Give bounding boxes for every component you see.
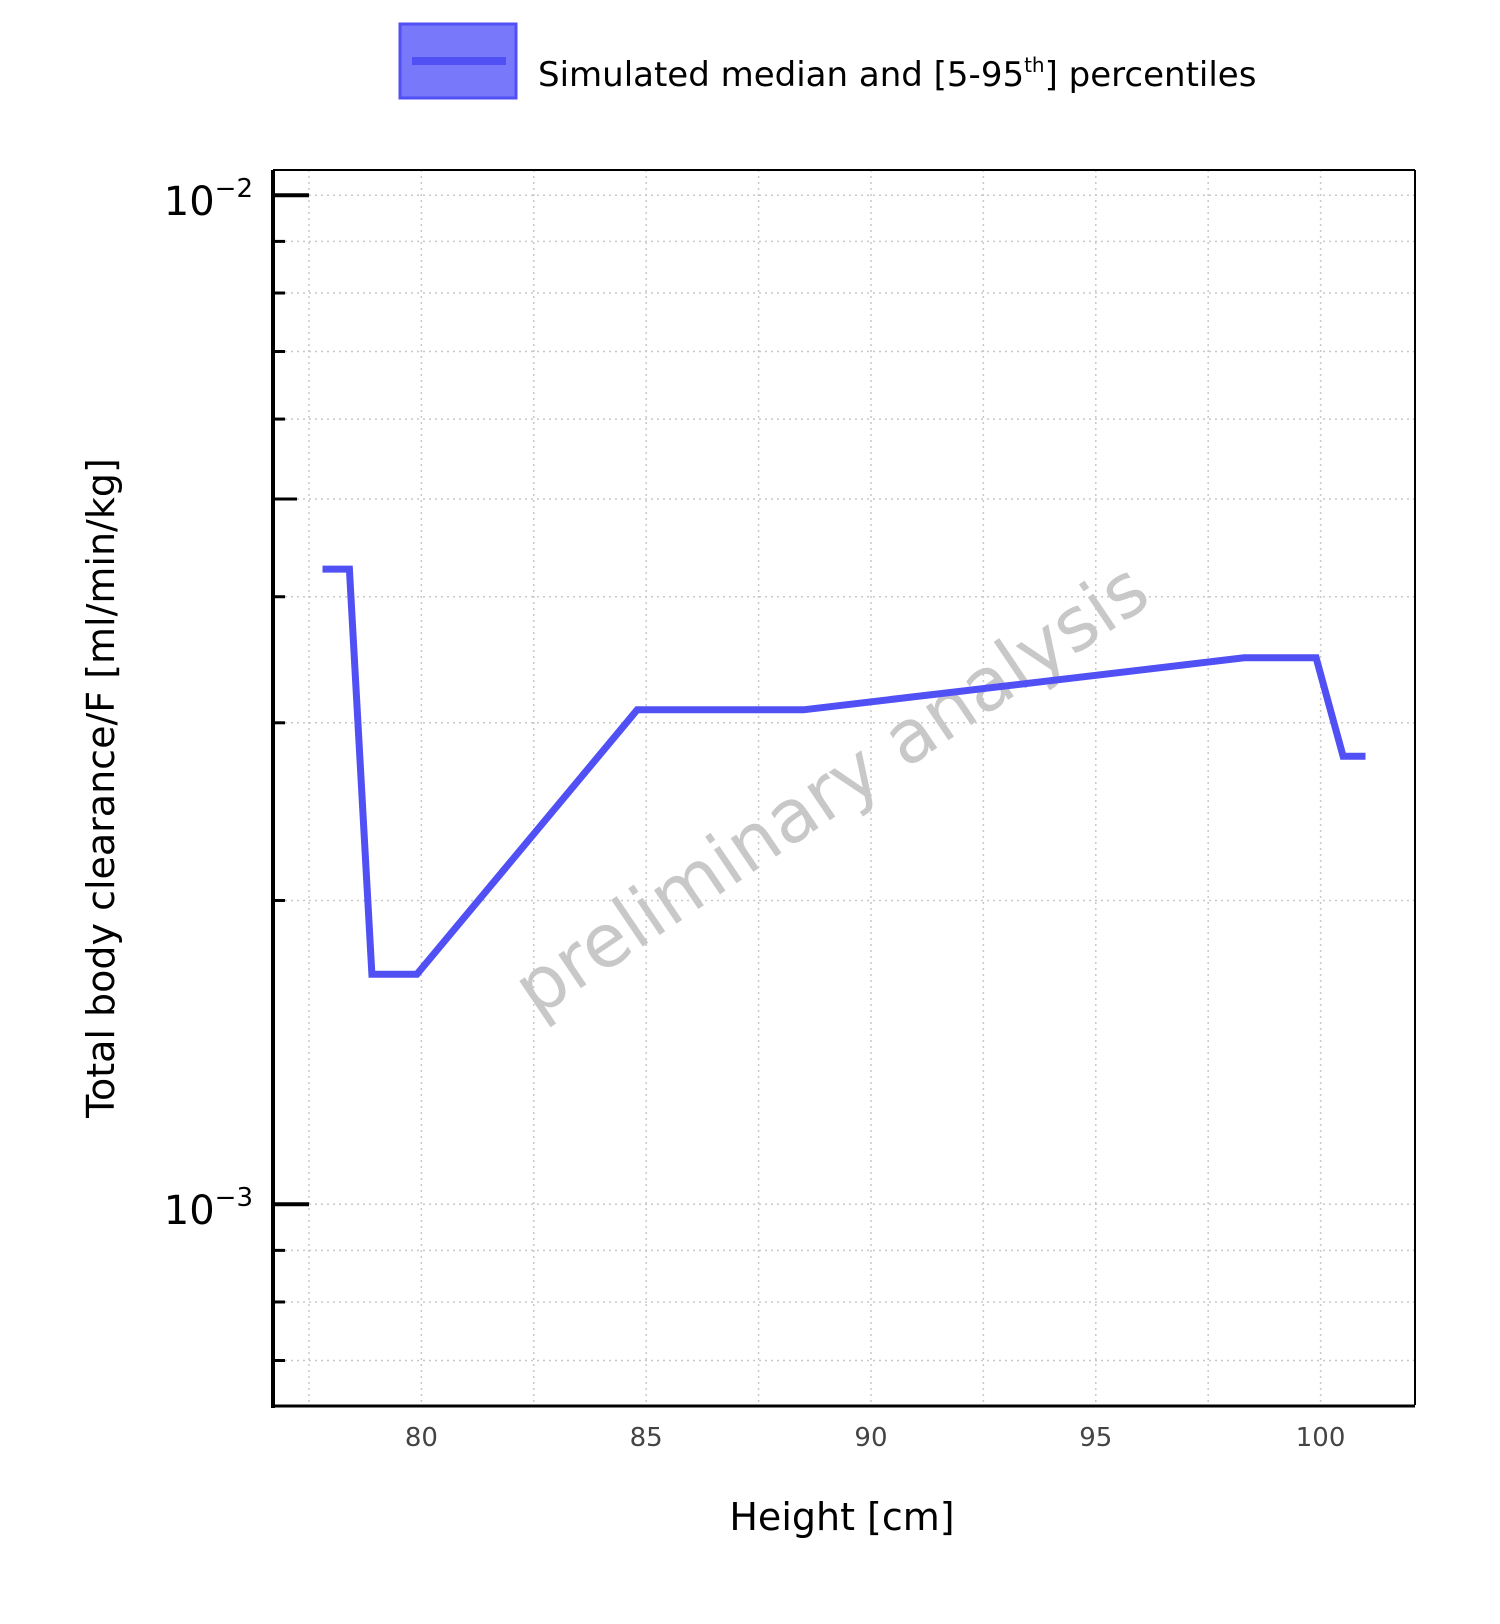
x-tick-label: 90 xyxy=(854,1423,887,1453)
y-tick-label: 10−2 xyxy=(164,174,253,225)
grid xyxy=(273,170,1415,1406)
x-tick-label: 95 xyxy=(1079,1423,1112,1453)
x-tick-label: 80 xyxy=(405,1423,438,1453)
x-tick-label: 100 xyxy=(1296,1423,1346,1453)
axes xyxy=(271,169,1416,1408)
series-layer xyxy=(322,565,1366,978)
y-tick-labels: 10−2 10−3 xyxy=(164,174,253,1234)
x-tick-labels: 80 85 90 95 100 xyxy=(405,1423,1346,1453)
x-tick-label: 85 xyxy=(630,1423,663,1453)
ticks xyxy=(273,193,309,1362)
x-axis-label: Height [cm] xyxy=(729,1495,954,1539)
y-axis-label: Total body clearance/F [ml/min/kg] xyxy=(79,458,123,1119)
legend: Simulated median and [5-95th] percentile… xyxy=(398,22,1256,100)
series-line xyxy=(322,565,1366,978)
y-tick-label: 10−3 xyxy=(164,1183,253,1234)
legend-label: Simulated median and [5-95th] percentile… xyxy=(538,53,1256,95)
